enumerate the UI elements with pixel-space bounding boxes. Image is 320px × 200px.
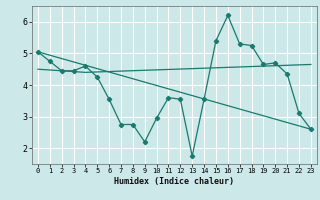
X-axis label: Humidex (Indice chaleur): Humidex (Indice chaleur) — [115, 177, 234, 186]
